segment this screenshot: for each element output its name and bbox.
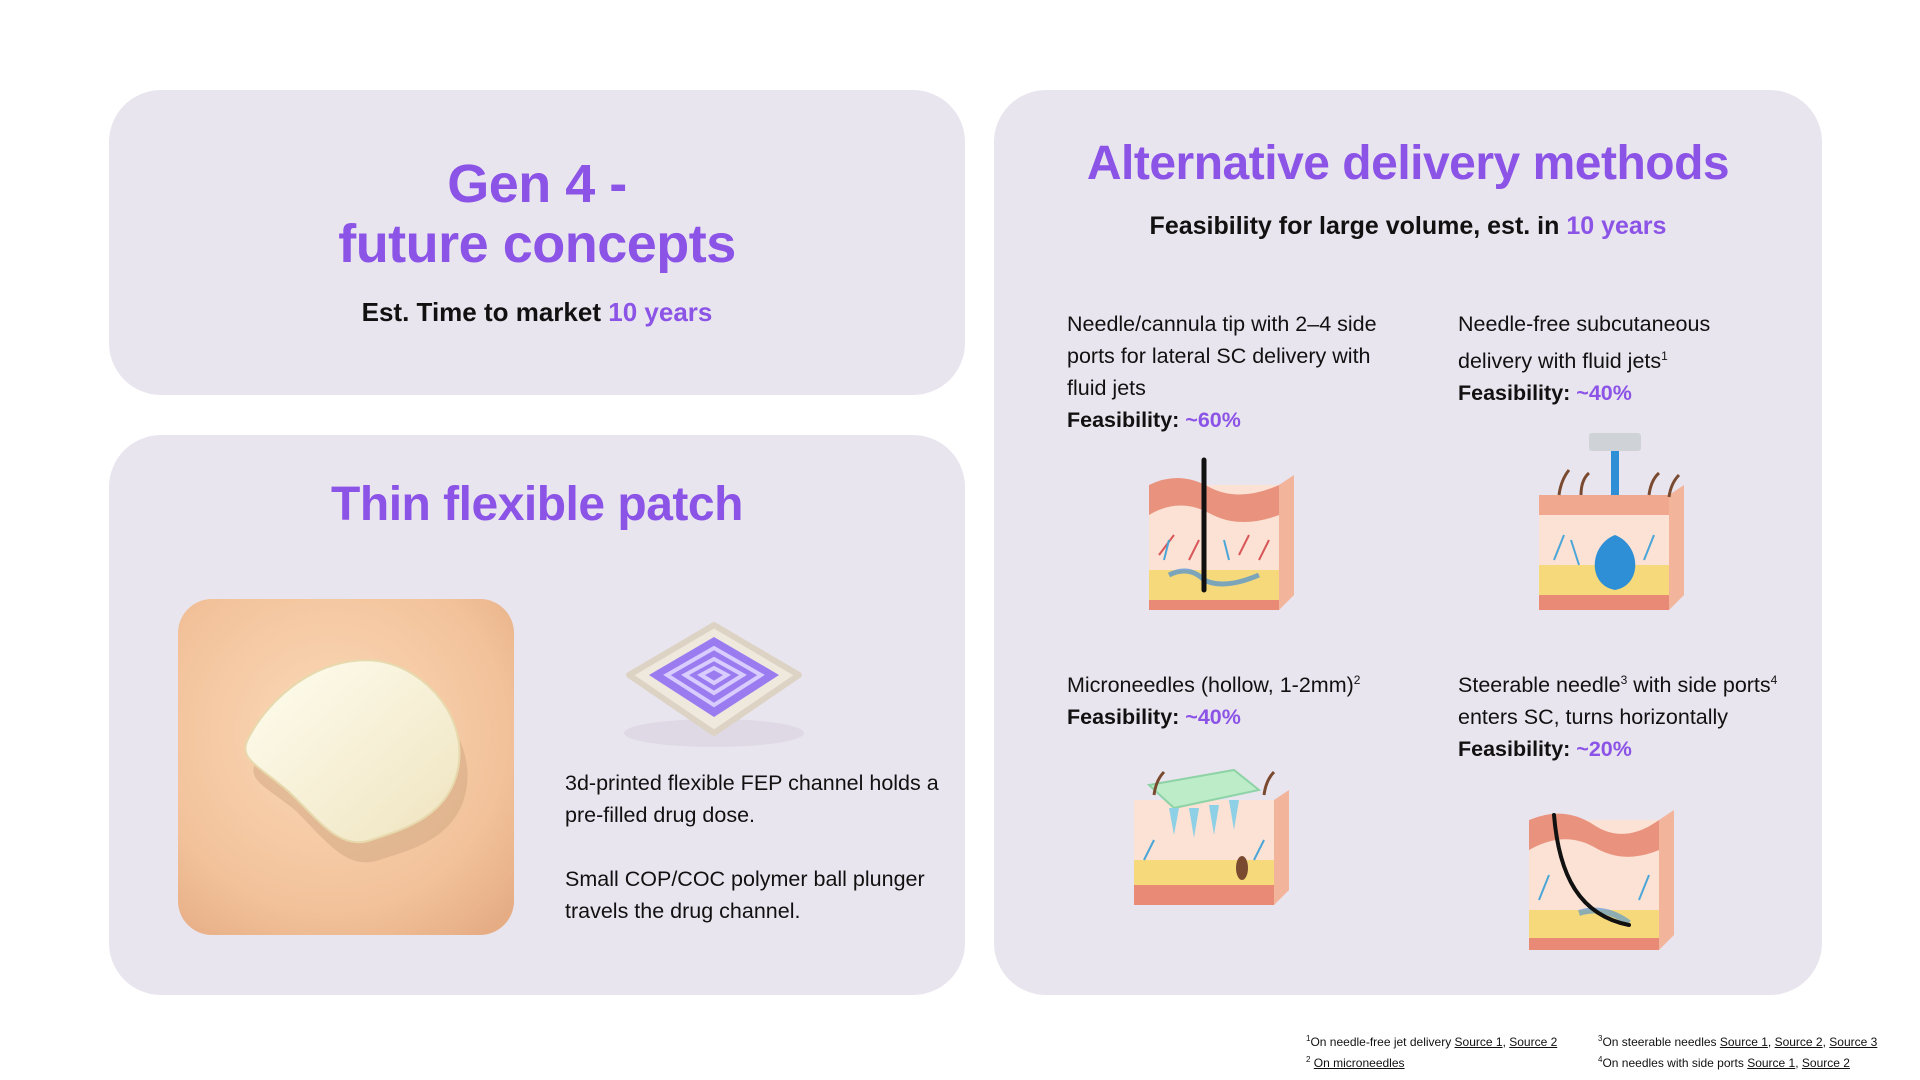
side-port-needle-illustration — [1129, 455, 1309, 625]
footnote-text: On needles with side ports — [1602, 1056, 1748, 1070]
feasibility-value: ~40% — [1185, 705, 1241, 730]
footnote-1-source-1-link[interactable]: Source 1 — [1454, 1035, 1503, 1049]
method-description-c: enters SC, turns horizontally — [1458, 705, 1729, 730]
footnote-number: 1 — [1306, 1034, 1311, 1043]
patch-on-skin-image — [178, 599, 514, 935]
alt-subtitle-label: Feasibility for large volume, est. in — [1149, 212, 1560, 240]
patch-text-plunger: Small COP/COC polymer ball plunger trave… — [565, 867, 925, 923]
steerable-needle-illustration — [1519, 805, 1689, 965]
footnote-3-source-3-link[interactable]: Source 3 — [1829, 1035, 1878, 1049]
time-to-market-value: 10 years — [608, 297, 713, 327]
footnote-4-source-1-link[interactable]: Source 1 — [1747, 1056, 1796, 1070]
feasibility-label: Feasibility: — [1458, 381, 1571, 406]
footnote-2-link[interactable]: On microneedles — [1313, 1056, 1405, 1070]
footnotes-right: 3On steerable needles Source 1, Source 2… — [1598, 1030, 1877, 1072]
patch-description: 3d-printed flexible FEP channel holds a … — [565, 767, 945, 959]
footnote-ref: 3 — [1620, 673, 1628, 687]
patch-text-channel: 3d-printed flexible FEP channel holds a … — [565, 771, 939, 827]
footnote-text: On needle-free jet delivery — [1310, 1035, 1455, 1049]
method-description: Microneedles (hollow, 1-2mm) — [1067, 673, 1354, 698]
time-to-market: Est. Time to market 10 years — [109, 297, 965, 328]
footnote-ref: 2 — [1353, 673, 1361, 687]
fep-channel-device-image — [609, 605, 819, 755]
microneedles-illustration — [1114, 750, 1304, 920]
feasibility-value: ~40% — [1576, 381, 1632, 406]
footnote-4: 4On needles with side ports Source 1, So… — [1598, 1055, 1850, 1070]
time-to-market-label: Est. Time to market — [361, 297, 602, 327]
alt-subtitle-value: 10 years — [1566, 212, 1667, 240]
patch-card: Thin flexible patch — [109, 435, 965, 995]
feasibility-label: Feasibility: — [1067, 705, 1180, 730]
footnote-number: 3 — [1598, 1034, 1603, 1043]
method-needle-free-jet: Needle-free subcutaneous delivery with f… — [1458, 308, 1788, 409]
method-description-a: Steerable needle — [1458, 673, 1621, 698]
footnote-2: 2 On microneedles — [1306, 1051, 1557, 1072]
alt-delivery-card: Alternative delivery methods Feasibility… — [994, 90, 1822, 995]
footnote-3-source-2-link[interactable]: Source 2 — [1774, 1035, 1823, 1049]
footnote-text: On steerable needles — [1602, 1035, 1720, 1049]
patch-title: Thin flexible patch — [331, 478, 743, 531]
method-description: Needle-free subcutaneous delivery with f… — [1458, 312, 1711, 374]
footnote-ref: 1 — [1661, 349, 1668, 363]
feasibility-value: ~60% — [1185, 408, 1241, 432]
method-steerable-needle: Steerable needle3 with side ports4 enter… — [1458, 664, 1778, 765]
method-description-b: with side ports — [1627, 673, 1771, 698]
alt-subtitle: Feasibility for large volume, est. in 10… — [994, 212, 1822, 241]
footnotes-left: 1On needle-free jet delivery Source 1, S… — [1306, 1030, 1557, 1072]
alt-title: Alternative delivery methods — [1086, 137, 1730, 190]
feasibility-label: Feasibility: — [1458, 737, 1571, 762]
method-description: Needle/cannula tip with 2–4 side ports f… — [1067, 312, 1377, 400]
footnote-3-source-1-link[interactable]: Source 1 — [1719, 1035, 1768, 1049]
footnote-ref: 4 — [1770, 673, 1778, 687]
footnote-3: 3On steerable needles Source 1, Source 2… — [1598, 1034, 1878, 1049]
method-microneedles: Microneedles (hollow, 1-2mm)2 Feasibilit… — [1067, 664, 1397, 733]
method-side-port-needle: Needle/cannula tip with 2–4 side ports f… — [1067, 308, 1397, 436]
gen4-title: Gen 4 - future concepts — [109, 154, 965, 274]
footnote-1-source-2-link[interactable]: Source 2 — [1509, 1035, 1558, 1049]
gen4-title-line2: future concepts — [338, 214, 736, 274]
feasibility-label: Feasibility: — [1067, 408, 1180, 432]
footnote-1: 1On needle-free jet delivery Source 1, S… — [1306, 1034, 1558, 1049]
footnote-4-source-2-link[interactable]: Source 2 — [1801, 1056, 1850, 1070]
feasibility-value: ~20% — [1576, 737, 1632, 762]
footnote-number: 2 — [1306, 1055, 1311, 1064]
gen4-card: Gen 4 - future concepts Est. Time to mar… — [109, 90, 965, 395]
footnote-number: 4 — [1598, 1055, 1603, 1064]
needle-free-jet-illustration — [1519, 425, 1699, 625]
gen4-title-line1: Gen 4 - — [447, 154, 627, 214]
